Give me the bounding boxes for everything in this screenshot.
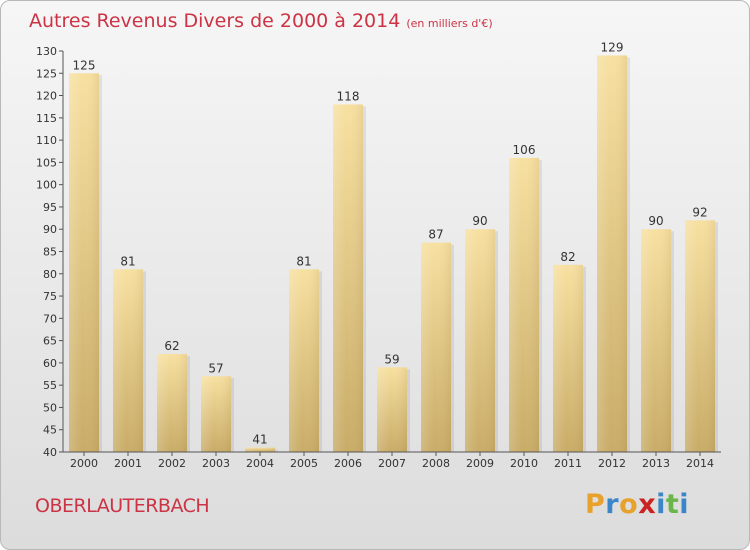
y-tick-label: 95 <box>43 201 57 214</box>
bar-highlight <box>421 242 451 452</box>
y-tick-label: 100 <box>36 179 57 192</box>
y-tick-label: 120 <box>36 90 57 103</box>
bar-highlight <box>69 73 99 453</box>
y-tick-label: 85 <box>43 246 57 259</box>
bar-highlight <box>157 353 187 452</box>
data-label: 87 <box>428 228 443 242</box>
y-tick-label: 90 <box>43 223 57 236</box>
bar-highlight <box>377 367 407 452</box>
proxiti-logo: Proxiti <box>585 489 689 520</box>
logo-letter: i <box>656 489 666 520</box>
bar-highlight <box>333 104 363 452</box>
logo-letter: o <box>619 489 639 520</box>
data-label: 92 <box>692 205 707 219</box>
data-label: 62 <box>164 339 179 353</box>
x-tick-label: 2004 <box>246 457 274 470</box>
x-tick-label: 2012 <box>598 457 626 470</box>
logo-letter: t <box>665 489 680 520</box>
city-name: OBERLAUTERBACH <box>35 495 210 517</box>
logo-letter: i <box>679 489 690 520</box>
chart-title: Autres Revenus Divers de 2000 à 2014 (en … <box>29 10 493 32</box>
y-tick-label: 45 <box>43 424 57 437</box>
y-tick-label: 55 <box>43 379 57 392</box>
y-tick-label: 125 <box>36 67 57 80</box>
data-label: 125 <box>73 58 96 72</box>
y-tick-label: 50 <box>43 401 57 414</box>
bar-highlight <box>553 264 583 452</box>
chart-title-text: Autres Revenus Divers de 2000 à 2014 <box>29 10 401 32</box>
y-tick-label: 105 <box>36 156 57 169</box>
y-tick-label: 65 <box>43 335 57 348</box>
logo-letter: P <box>585 489 606 520</box>
x-tick-label: 2006 <box>334 457 362 470</box>
x-tick-label: 2009 <box>466 457 494 470</box>
y-tick-label: 80 <box>43 268 57 281</box>
bar-highlight <box>509 157 539 452</box>
x-tick-label: 2014 <box>686 457 714 470</box>
chart-subtitle: (en milliers d'€) <box>406 17 493 30</box>
data-label: 81 <box>296 254 311 268</box>
x-tick-label: 2011 <box>554 457 582 470</box>
y-tick-label: 115 <box>36 112 57 125</box>
x-tick-label: 2003 <box>202 457 230 470</box>
data-label: 81 <box>120 254 135 268</box>
bar-highlight <box>685 220 715 452</box>
logo-letter: r <box>605 489 620 520</box>
bar-highlight <box>465 229 495 452</box>
data-label: 82 <box>560 250 575 264</box>
y-tick-label: 70 <box>43 312 57 325</box>
data-label: 129 <box>601 40 624 54</box>
data-label: 57 <box>208 361 223 375</box>
x-tick-label: 2013 <box>642 457 670 470</box>
bar-highlight <box>597 55 627 452</box>
bar-highlight <box>201 376 231 452</box>
bar-highlight <box>641 229 671 452</box>
bar-highlight <box>245 447 275 452</box>
x-tick-label: 2001 <box>114 457 142 470</box>
data-label: 90 <box>472 214 487 228</box>
bar-highlight <box>289 269 319 452</box>
x-tick-label: 2002 <box>158 457 186 470</box>
y-tick-label: 110 <box>36 134 57 147</box>
y-tick-label: 75 <box>43 290 57 303</box>
x-tick-label: 2010 <box>510 457 538 470</box>
x-tick-label: 2000 <box>70 457 98 470</box>
data-label: 59 <box>384 352 399 366</box>
data-label: 41 <box>252 433 267 447</box>
x-tick-label: 2008 <box>422 457 450 470</box>
data-label: 118 <box>337 89 360 103</box>
y-tick-label: 40 <box>43 446 57 459</box>
y-tick-label: 130 <box>36 45 57 58</box>
y-tick-label: 60 <box>43 357 57 370</box>
x-tick-label: 2005 <box>290 457 318 470</box>
data-label: 106 <box>513 143 536 157</box>
logo-letter: x <box>638 489 657 520</box>
bar-highlight <box>113 269 143 452</box>
data-label: 90 <box>648 214 663 228</box>
x-tick-label: 2007 <box>378 457 406 470</box>
